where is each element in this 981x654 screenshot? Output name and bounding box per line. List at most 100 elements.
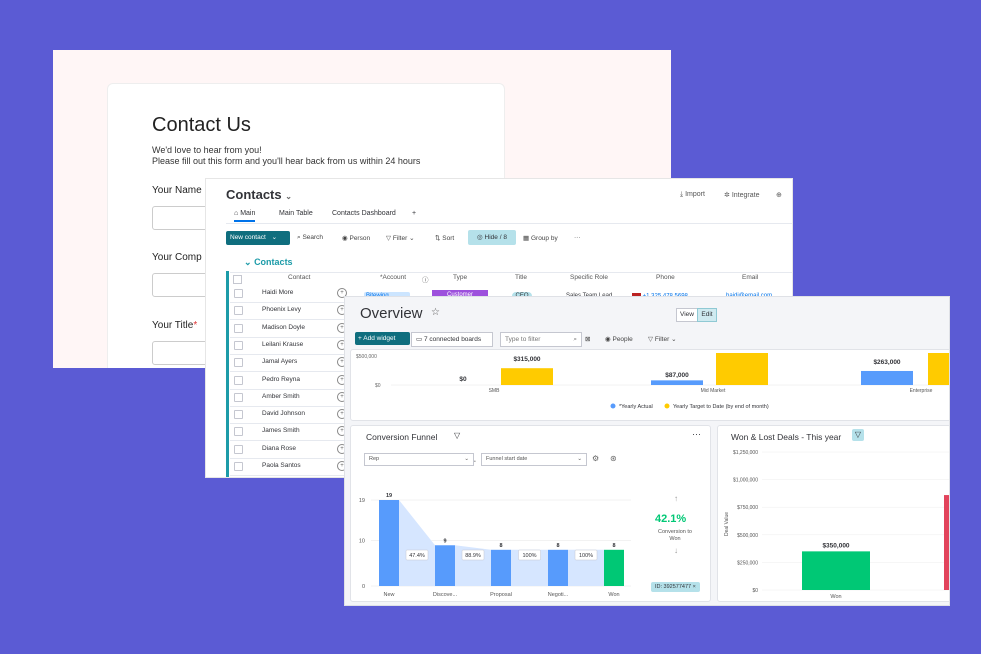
tab-contacts-dashboard[interactable]: Contacts Dashboard	[332, 210, 396, 217]
table-row[interactable]: Paola Santos +	[230, 458, 356, 476]
tab-main-table[interactable]: Main Table	[279, 210, 313, 217]
table-row[interactable]: Jamal Ayers +	[230, 354, 356, 373]
star-icon[interactable]: ☆	[431, 307, 440, 318]
conversion-rate: 100%	[522, 553, 536, 559]
table-row[interactable]: Pedro Reyna +	[230, 372, 356, 390]
board-title[interactable]: Contacts ⌄	[226, 187, 292, 202]
search-button[interactable]: ⌕ Search	[297, 234, 324, 241]
row-checkbox[interactable]	[234, 444, 243, 454]
column-header-email[interactable]: Email	[742, 274, 759, 281]
column-header-account[interactable]: *Account	[380, 274, 407, 281]
contact-name[interactable]: Haidi More	[262, 289, 294, 296]
more-options-button[interactable]: ···	[574, 234, 581, 241]
rep-dropdown[interactable]: Rep ⌄	[364, 453, 474, 466]
column-header-type[interactable]: Type	[453, 274, 468, 281]
table-row[interactable]: Haidi More +	[230, 285, 356, 303]
table-row[interactable]: Madison Doyle +	[230, 320, 356, 338]
group-by-button[interactable]: ▦ Group by	[523, 235, 558, 242]
row-checkbox[interactable]	[234, 323, 243, 333]
row-checkbox[interactable]	[234, 340, 243, 350]
contact-name[interactable]: Leilani Krause	[262, 340, 304, 348]
filter-icon[interactable]: ▽	[454, 431, 461, 440]
contact-name[interactable]: James Smith	[262, 427, 300, 435]
funnel-bar	[604, 549, 624, 586]
contact-name[interactable]: David Johnson	[262, 410, 305, 418]
filter-chip[interactable]: ID: 392577477 ×	[651, 582, 700, 592]
actual-bar	[651, 380, 703, 385]
view-toggle[interactable]: View	[676, 308, 698, 322]
search-icon: ⌕	[573, 336, 577, 343]
lost-bar	[944, 495, 949, 590]
add-view-button[interactable]: +	[412, 210, 417, 217]
edit-toggle[interactable]: Edit	[697, 308, 717, 322]
zoom-icon[interactable]: ⊛	[610, 454, 617, 463]
filter-icon[interactable]: ▽	[852, 429, 864, 441]
table-row[interactable]: Diana Rose +	[230, 441, 356, 459]
type-status-label[interactable]: Customer	[432, 290, 488, 300]
filter-icon: ▽	[648, 336, 653, 343]
column-header-contact[interactable]: Contact	[288, 274, 311, 281]
connected-boards-button[interactable]: ▭ 7 connected boards	[411, 332, 493, 347]
settings-icon[interactable]: ⚙	[592, 454, 600, 463]
name-label: Your Name	[152, 185, 202, 196]
more-options-icon[interactable]: ···	[692, 429, 701, 439]
integrate-icon: ✲	[724, 192, 730, 199]
column-header-role[interactable]: Specific Role	[570, 274, 608, 281]
overview-dashboard-window: Overview ☆ View Edit + Add widget ▭ 7 co…	[344, 296, 950, 606]
contact-name[interactable]: Pedro Reyna	[262, 375, 300, 383]
new-contact-button[interactable]: New contact ⌄	[226, 231, 290, 245]
automate-icon[interactable]: ⊕	[776, 192, 782, 199]
funnel-chart: 19 10 0 19 New 9 Discove... 8 Proposal 8 Negoti...…	[359, 493, 631, 598]
select-all-checkbox[interactable]	[233, 275, 242, 284]
x-tick-label: SMB	[489, 388, 501, 394]
filter-input[interactable]: Type to filter ⌕	[500, 332, 582, 347]
row-checkbox[interactable]	[234, 427, 243, 437]
group-color-bar	[226, 271, 229, 477]
row-checkbox[interactable]	[234, 358, 243, 368]
company-label: Your Comp	[152, 252, 202, 263]
add-update-icon[interactable]: +	[337, 288, 347, 298]
contact-name[interactable]: Phoenix Levy	[262, 306, 302, 314]
chevron-down-icon: ⌄	[464, 456, 469, 462]
x-tick-label: Enterprise	[910, 388, 933, 394]
tab-main[interactable]: ⌂ Main	[234, 210, 256, 222]
contact-name[interactable]: Jamal Ayers	[262, 358, 298, 366]
add-widget-button[interactable]: + Add widget	[355, 332, 410, 345]
row-checkbox[interactable]	[234, 306, 243, 316]
arrow-up-icon: ↑	[674, 494, 678, 503]
table-row[interactable]: Leilani Krause +	[230, 337, 356, 355]
contact-name[interactable]: Diana Rose	[262, 444, 296, 452]
column-header-phone[interactable]: Phone	[656, 274, 675, 281]
group-header[interactable]: ⌄ Contacts	[244, 257, 293, 267]
contact-name[interactable]: Amber Smith	[262, 392, 300, 400]
clear-filter-icon[interactable]: ⊠	[585, 336, 591, 343]
info-icon[interactable]: ⓘ	[422, 277, 429, 284]
row-checkbox[interactable]	[234, 392, 243, 402]
dashboard-title: Overview	[360, 305, 423, 322]
contact-name[interactable]: Madison Doyle	[262, 323, 305, 331]
y-tick-label: 19	[359, 498, 365, 504]
import-button[interactable]: ⤓ Import	[680, 191, 705, 198]
hide-columns-button[interactable]: ◎ Hide / 8	[468, 230, 516, 245]
filter-button[interactable]: ▽ Filter ⌄	[648, 336, 677, 343]
table-row[interactable]: James Smith +	[230, 423, 356, 442]
people-filter-button[interactable]: ◉ People	[605, 336, 633, 343]
table-row[interactable]: Phoenix Levy +	[230, 302, 356, 321]
close-icon[interactable]: ×	[692, 584, 696, 590]
integrate-button[interactable]: ✲ Integrate	[724, 192, 760, 199]
column-header-title[interactable]: Title	[515, 274, 528, 281]
table-row[interactable]: Amber Smith +	[230, 389, 356, 407]
funnel-start-date-dropdown[interactable]: Funnel start date ⌄	[481, 453, 587, 466]
person-filter-button[interactable]: ◉ Person	[342, 235, 371, 242]
y-tick-label: $0	[375, 383, 381, 389]
sort-button[interactable]: ⇅ Sort	[435, 235, 455, 242]
table-row[interactable]: David Johnson +	[230, 406, 356, 425]
row-checkbox[interactable]	[234, 375, 243, 385]
x-tick-label: Negoti...	[548, 592, 569, 598]
filter-button[interactable]: ▽ Filter ⌄	[386, 235, 415, 242]
y-axis-label: Deal Value	[724, 512, 730, 536]
row-checkbox[interactable]	[234, 289, 243, 298]
row-checkbox[interactable]	[234, 462, 243, 471]
contact-name[interactable]: Paola Santos	[262, 462, 301, 469]
row-checkbox[interactable]	[234, 410, 243, 420]
